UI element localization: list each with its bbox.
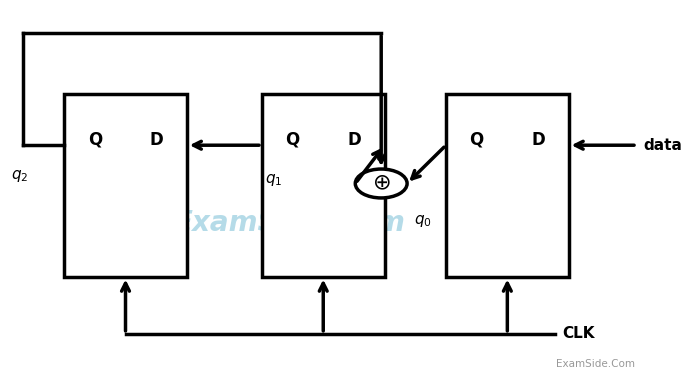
Text: D: D: [149, 131, 163, 149]
Text: Q: Q: [470, 131, 484, 149]
Text: CLK: CLK: [562, 326, 594, 341]
Text: ExamSide.Com: ExamSide.Com: [557, 359, 636, 369]
Bar: [262, 94, 384, 277]
Bar: [64, 94, 187, 277]
Text: Q: Q: [285, 131, 300, 149]
Text: data: data: [644, 138, 683, 153]
Text: D: D: [531, 131, 545, 149]
Text: $q_2$: $q_2$: [11, 168, 28, 184]
Text: D: D: [347, 131, 361, 149]
Bar: [446, 94, 568, 277]
Circle shape: [355, 169, 407, 198]
Text: ExamSIDE.com: ExamSIDE.com: [174, 210, 405, 237]
Text: $\oplus$: $\oplus$: [372, 173, 391, 193]
Text: Q: Q: [87, 131, 102, 149]
Text: $q_0$: $q_0$: [414, 213, 432, 229]
Text: $q_1$: $q_1$: [265, 172, 282, 188]
